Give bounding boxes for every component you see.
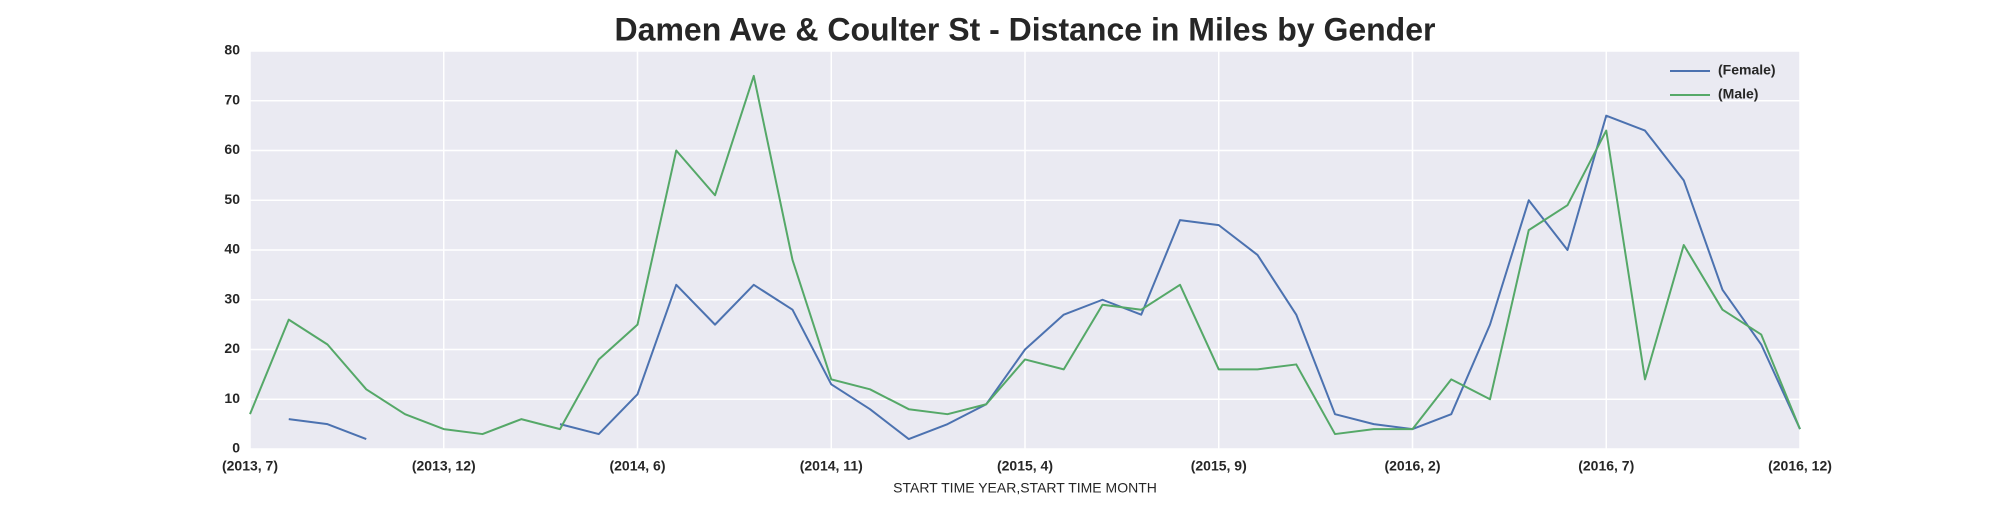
x-tick-label: (2015, 9)	[1191, 458, 1247, 474]
x-tick-label: (2016, 12)	[1768, 458, 1832, 474]
y-tick-label: 30	[224, 290, 240, 306]
y-tick-label: 10	[224, 390, 240, 406]
x-tick-label: (2016, 2)	[1384, 458, 1440, 474]
legend-label: (Male)	[1718, 86, 1758, 102]
y-tick-label: 0	[232, 440, 240, 456]
y-tick-label: 60	[224, 141, 240, 157]
y-tick-label: 20	[224, 340, 240, 356]
legend: (Female) (Male)	[1670, 62, 1776, 102]
x-tick-label: (2013, 7)	[222, 458, 278, 474]
legend-label: (Female)	[1718, 62, 1776, 78]
y-tick-label: 40	[224, 241, 240, 257]
chart-title: Damen Ave & Coulter St - Distance in Mil…	[615, 11, 1436, 47]
y-tick-label: 80	[224, 42, 240, 58]
data-line	[288, 114, 1801, 441]
x-tick-label: (2016, 7)	[1578, 458, 1634, 474]
x-tick-label: (2013, 12)	[412, 458, 476, 474]
x-axis-label: START TIME YEAR,START TIME MONTH	[893, 480, 1157, 496]
x-tick-label: (2015, 4)	[997, 458, 1053, 474]
x-tick-label: (2014, 11)	[800, 458, 863, 474]
y-tick-label: 50	[224, 191, 240, 207]
data-line	[249, 74, 1801, 436]
x-tick-label: (2014, 6)	[609, 458, 665, 474]
y-tick-label: 70	[224, 91, 240, 107]
